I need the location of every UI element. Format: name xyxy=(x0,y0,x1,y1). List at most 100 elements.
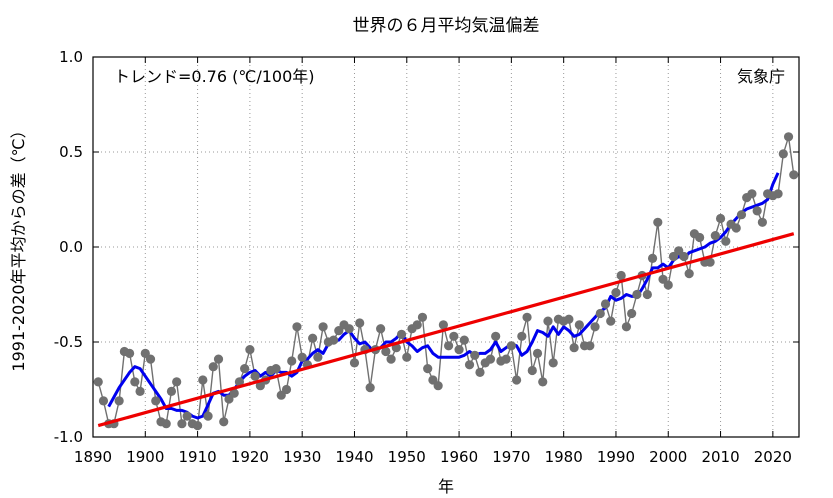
x-tick-label: 1960 xyxy=(440,448,478,466)
data-point xyxy=(151,396,161,406)
data-point xyxy=(177,419,187,429)
data-point xyxy=(595,308,605,319)
data-point xyxy=(381,346,391,357)
x-axis-label: 年 xyxy=(438,477,454,496)
x-tick-label: 1910 xyxy=(178,448,216,466)
data-point xyxy=(647,253,658,263)
data-point xyxy=(281,384,292,395)
data-point xyxy=(219,417,229,427)
data-point xyxy=(736,210,747,220)
data-point xyxy=(229,388,239,398)
data-point xyxy=(208,362,218,372)
data-point xyxy=(600,299,611,309)
data-point xyxy=(590,322,600,332)
data-point xyxy=(376,324,386,334)
data-point xyxy=(98,396,109,406)
data-point xyxy=(611,288,621,298)
data-point xyxy=(538,377,548,387)
data-point xyxy=(632,289,642,300)
data-point xyxy=(653,217,663,227)
trend-line xyxy=(97,232,795,428)
data-point xyxy=(114,396,124,406)
x-axis: 1890 1900 1910 1920 1930 1940 1950 1960 1970 1980… xyxy=(74,57,792,466)
data-point xyxy=(328,335,339,345)
data-point xyxy=(491,331,501,341)
data-point xyxy=(569,343,579,353)
data-point xyxy=(710,231,720,241)
x-tick-label: 1950 xyxy=(388,448,426,466)
data-point xyxy=(135,386,145,396)
x-tick-label: 1890 xyxy=(74,448,112,466)
data-point xyxy=(757,217,767,227)
data-point xyxy=(627,308,637,319)
data-point xyxy=(203,411,213,421)
x-tick-label: 1970 xyxy=(492,448,530,466)
data-point xyxy=(250,371,260,381)
data-point xyxy=(449,331,459,341)
data-point xyxy=(213,354,224,364)
data-point xyxy=(234,377,245,387)
data-point xyxy=(438,320,448,330)
data-point xyxy=(543,316,553,326)
chart-title: 世界の６月平均気温偏差 xyxy=(353,16,540,36)
y-axis: -1.0 -0.5 0.0 0.5 1.0 xyxy=(54,48,799,446)
data-point xyxy=(423,364,433,374)
plot-area xyxy=(93,132,799,431)
x-tick-label: 2020 xyxy=(754,448,792,466)
data-point xyxy=(161,419,171,429)
data-point xyxy=(522,312,532,322)
data-point xyxy=(574,320,584,330)
data-point xyxy=(396,329,407,339)
y-tick-label: -1.0 xyxy=(54,428,83,446)
y-tick-label: 1.0 xyxy=(59,48,83,66)
data-point xyxy=(365,383,375,393)
data-point xyxy=(621,322,632,332)
data-point xyxy=(506,341,516,351)
data-point xyxy=(271,364,281,374)
data-point xyxy=(433,381,443,391)
data-point xyxy=(198,375,208,385)
data-point xyxy=(287,356,297,366)
data-point xyxy=(292,322,302,332)
data-point xyxy=(783,132,794,142)
data-point xyxy=(125,348,135,358)
data-point xyxy=(721,236,731,246)
data-point xyxy=(459,335,469,345)
plot-frame xyxy=(92,56,800,438)
data-point xyxy=(402,352,412,362)
data-point xyxy=(412,320,422,330)
x-tick-label: 1920 xyxy=(231,448,269,466)
data-point xyxy=(318,322,328,332)
data-point xyxy=(444,341,454,351)
data-point xyxy=(684,269,694,279)
x-tick-label: 1930 xyxy=(283,448,321,466)
data-point xyxy=(485,354,496,364)
data-point xyxy=(464,360,475,370)
data-point xyxy=(130,377,140,387)
data-point xyxy=(313,352,323,362)
data-point xyxy=(475,367,485,377)
source-label: 気象庁 xyxy=(737,67,785,86)
y-tick-label: 0.5 xyxy=(59,143,83,161)
y-axis-label: 1991-2020年平均からの差（℃） xyxy=(9,122,28,371)
data-point xyxy=(349,358,360,368)
data-point xyxy=(564,314,574,324)
annual-points xyxy=(93,132,799,431)
data-point xyxy=(501,354,511,364)
data-point xyxy=(679,251,689,262)
data-point xyxy=(642,289,652,300)
data-point xyxy=(511,375,522,385)
data-point xyxy=(182,411,192,421)
data-point xyxy=(695,232,705,243)
data-point xyxy=(606,316,616,326)
data-point xyxy=(747,189,757,199)
data-point xyxy=(386,354,396,364)
data-point xyxy=(715,213,726,224)
data-point xyxy=(663,280,673,290)
data-point xyxy=(172,377,182,387)
data-point xyxy=(297,352,307,362)
data-point xyxy=(731,223,741,233)
x-tick-label: 2010 xyxy=(701,448,739,466)
x-tick-label: 1900 xyxy=(126,448,164,466)
